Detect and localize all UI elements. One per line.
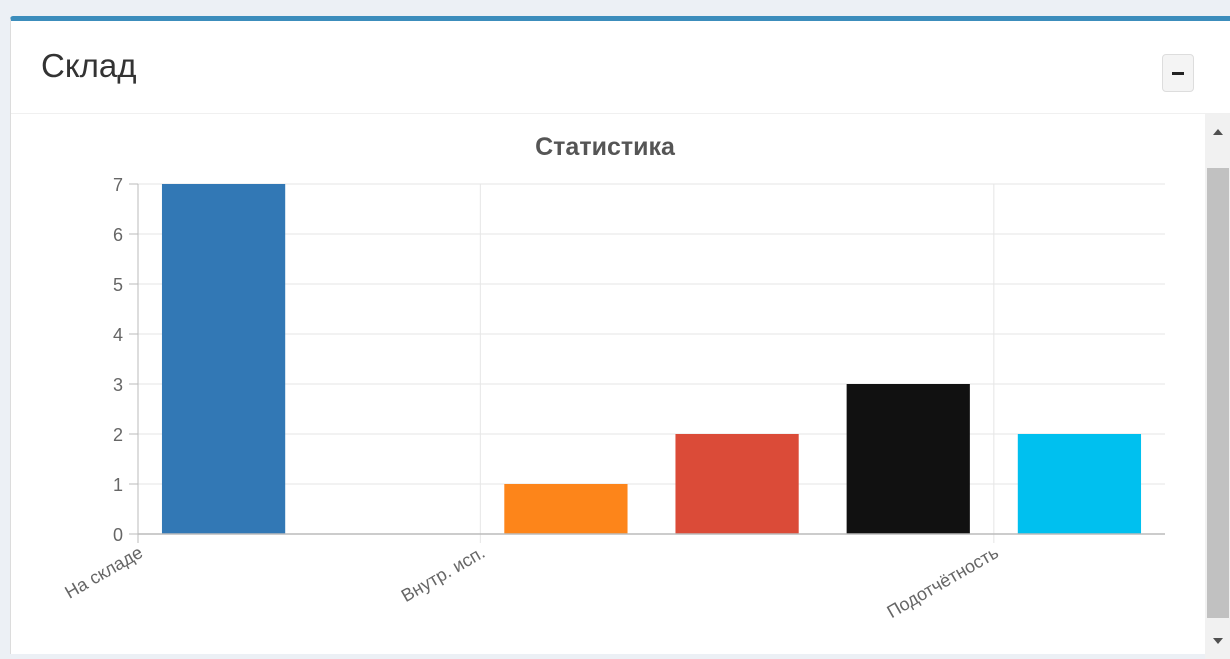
- bar: [504, 484, 628, 534]
- x-tick-label: На складе: [61, 542, 146, 602]
- bar: [161, 184, 286, 534]
- arrow-up-icon: [1213, 129, 1223, 135]
- vertical-scrollbar[interactable]: [1205, 114, 1230, 659]
- panel-header: Склад: [11, 21, 1230, 114]
- collapse-button[interactable]: [1162, 54, 1194, 92]
- y-tick-label: 6: [113, 225, 123, 245]
- x-tick-label: Внутр. исп.: [398, 542, 489, 606]
- chart-title: Статистика: [535, 133, 676, 161]
- y-tick-label: 4: [113, 325, 123, 345]
- panel-title: Склад: [41, 47, 137, 84]
- y-tick-label: 3: [113, 375, 123, 395]
- x-tick-label: Подотчётность: [883, 542, 1001, 622]
- bar: [675, 434, 799, 534]
- bar: [1017, 434, 1142, 534]
- y-tick-label: 2: [113, 425, 123, 445]
- warehouse-panel: Склад Статистика 0 1 2 3 4 5 6 7 На складе Внутр. …: [10, 16, 1230, 659]
- scroll-thumb[interactable]: [1207, 168, 1229, 618]
- y-tick-label: 5: [113, 275, 123, 295]
- panel-body: Статистика 0 1 2 3 4 5 6 7 На складе Внутр. исп. По…: [11, 114, 1205, 659]
- scroll-down-button[interactable]: [1205, 619, 1230, 659]
- scroll-up-button[interactable]: [1205, 114, 1230, 154]
- arrow-down-icon: [1213, 638, 1223, 644]
- bar: [846, 384, 970, 534]
- y-tick-label: 0: [113, 525, 123, 545]
- minus-icon: [1172, 72, 1184, 75]
- y-tick-label: 7: [113, 175, 123, 195]
- statistics-chart: Статистика 0 1 2 3 4 5 6 7 На складе Внутр. исп. По…: [61, 133, 1165, 622]
- y-tick-label: 1: [113, 475, 123, 495]
